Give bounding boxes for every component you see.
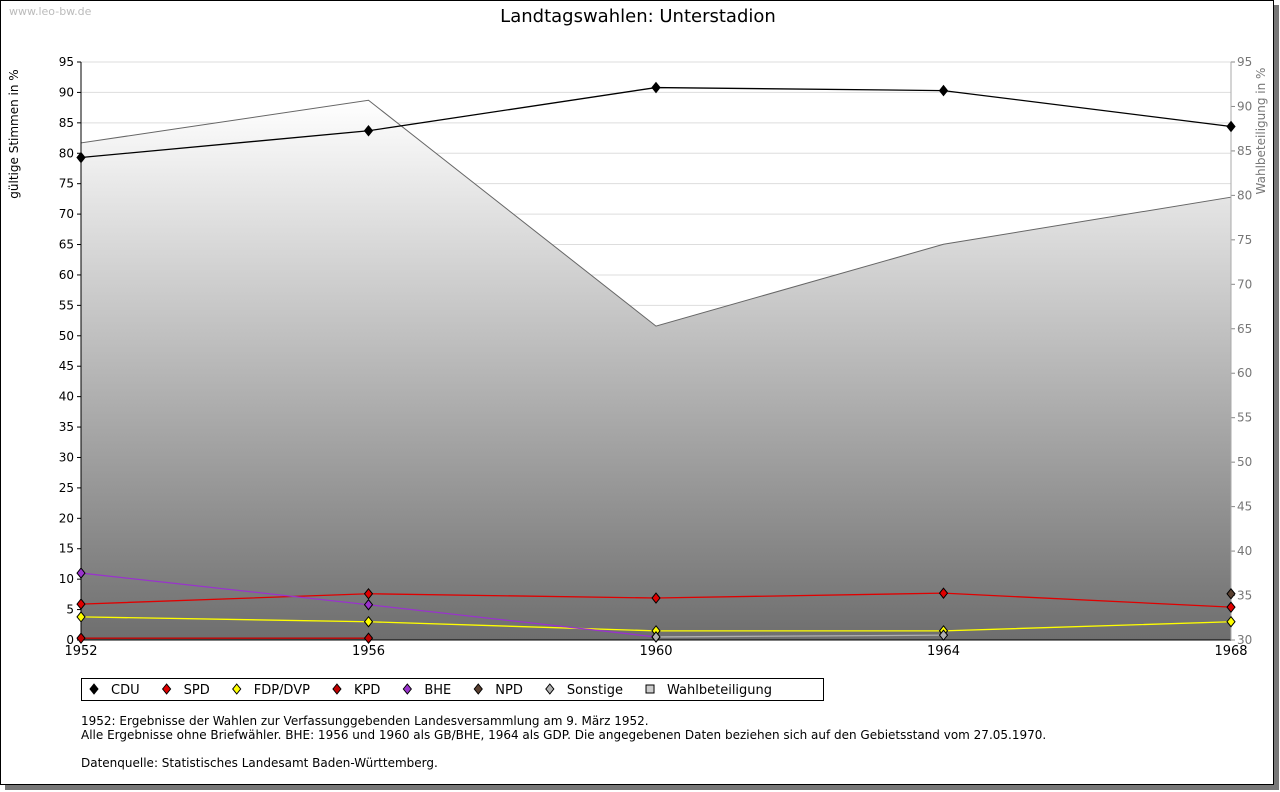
y-tick-label: 10	[59, 572, 74, 586]
data-point-KPD	[363, 632, 374, 644]
data-point-SPD	[363, 587, 374, 600]
y2-tick-label: 65	[1237, 322, 1252, 336]
data-point-CDU	[76, 151, 86, 164]
x-tick-label: 1952	[64, 644, 97, 659]
legend-label: BHE	[424, 683, 451, 698]
y2-tick-label: 35	[1237, 589, 1252, 603]
y2-tick-label: 85	[1237, 144, 1252, 158]
y-tick-label: 85	[59, 116, 74, 130]
data-point-SPD	[1226, 601, 1236, 613]
data-point-FDP/DVP	[1226, 615, 1236, 628]
y2-tick-label: 80	[1237, 188, 1252, 202]
y-tick-label: 5	[66, 603, 74, 617]
y-tick-label: 80	[59, 146, 74, 160]
y2-tick-label: 30	[1237, 633, 1252, 647]
x-tick-label: 1956	[352, 644, 385, 659]
note-source: Datenquelle: Statistisches Landesamt Bad…	[81, 756, 438, 770]
y-tick-label: 35	[59, 420, 74, 434]
y2-tick-label: 95	[1237, 55, 1252, 69]
footnotes: 1952: Ergebnisse der Wahlen zur Verfassu…	[81, 714, 1046, 770]
y2-tick-label: 90	[1237, 99, 1252, 113]
data-point-NPD	[1226, 587, 1236, 600]
data-point-CDU	[363, 124, 374, 137]
y-tick-label: 15	[59, 542, 74, 556]
y-tick-label: 95	[59, 55, 74, 69]
legend-swatch	[645, 684, 655, 694]
y-tick-label: 65	[59, 238, 74, 252]
legend-marker	[402, 683, 412, 695]
legend-box	[81, 678, 824, 701]
legend-label: KPD	[354, 683, 380, 698]
y-tick-label: 75	[59, 177, 74, 191]
y2-tick-label: 40	[1237, 544, 1252, 558]
watermark: www.leo-bw.de	[9, 5, 92, 18]
data-point-FDP/DVP	[363, 615, 374, 628]
data-point-Sonstige	[938, 629, 949, 641]
legend-label: CDU	[111, 683, 140, 698]
note-1952: 1952: Ergebnisse der Wahlen zur Verfassu…	[81, 714, 649, 728]
note-briefwaehler: Alle Ergebnisse ohne Briefwähler. BHE: 1…	[81, 728, 1047, 742]
data-point-SPD	[651, 592, 661, 604]
x-tick-label: 1964	[927, 644, 960, 659]
series-line-Sonstige	[655, 634, 944, 638]
data-point-KPD	[76, 632, 86, 644]
legend-marker	[89, 683, 99, 695]
y-tick-label: 45	[59, 359, 74, 373]
y2-tick-label: 60	[1237, 366, 1252, 380]
y2-tick-label: 50	[1237, 455, 1252, 469]
y-tick-label: 70	[59, 207, 74, 221]
x-tick-label: 1960	[639, 644, 672, 659]
legend-marker	[545, 683, 555, 695]
chart-title: Landtagswahlen: Unterstadion	[500, 6, 776, 27]
y2-tick-label: 70	[1237, 277, 1252, 291]
data-point-CDU	[938, 84, 949, 97]
data-point-BHE	[76, 567, 86, 579]
y-tick-label: 20	[59, 511, 74, 525]
y-tick-label: 55	[59, 298, 74, 312]
y-tick-label: 60	[59, 268, 74, 282]
legend-marker	[161, 683, 172, 695]
turnout-area	[80, 99, 1232, 641]
legend-marker	[332, 683, 342, 695]
legend-label: NPD	[495, 683, 523, 698]
data-point-FDP/DVP	[76, 611, 86, 623]
legend-label: FDP/DVP	[254, 683, 310, 698]
y-tick-label: 25	[59, 481, 74, 495]
y-axis-label: gültige Stimmen in %	[7, 69, 21, 198]
legend-label: SPD	[184, 683, 210, 698]
y2-tick-label: 45	[1237, 500, 1252, 514]
legend-label: Sonstige	[567, 683, 623, 698]
data-point-BHE	[363, 598, 374, 611]
y-tick-label: 40	[59, 390, 74, 404]
y-tick-label: 90	[59, 85, 74, 99]
x-tick-label: 1968	[1214, 644, 1247, 659]
legend-label: Wahlbeteiligung	[667, 683, 772, 698]
legend-marker	[473, 683, 483, 695]
y-tick-label: 0	[66, 633, 74, 647]
y2-tick-label: 75	[1237, 233, 1252, 247]
data-point-SPD	[938, 587, 949, 599]
y2-tick-label: 55	[1237, 411, 1252, 425]
y2-axis-label: Wahlbeteiligung in %	[1254, 68, 1268, 195]
data-point-CDU	[651, 81, 661, 94]
data-point-CDU	[1226, 120, 1236, 133]
y-tick-label: 30	[59, 450, 74, 464]
legend-marker	[232, 683, 242, 695]
y-tick-label: 50	[59, 329, 74, 343]
data-point-SPD	[76, 598, 86, 610]
data-point-Sonstige	[651, 631, 661, 643]
